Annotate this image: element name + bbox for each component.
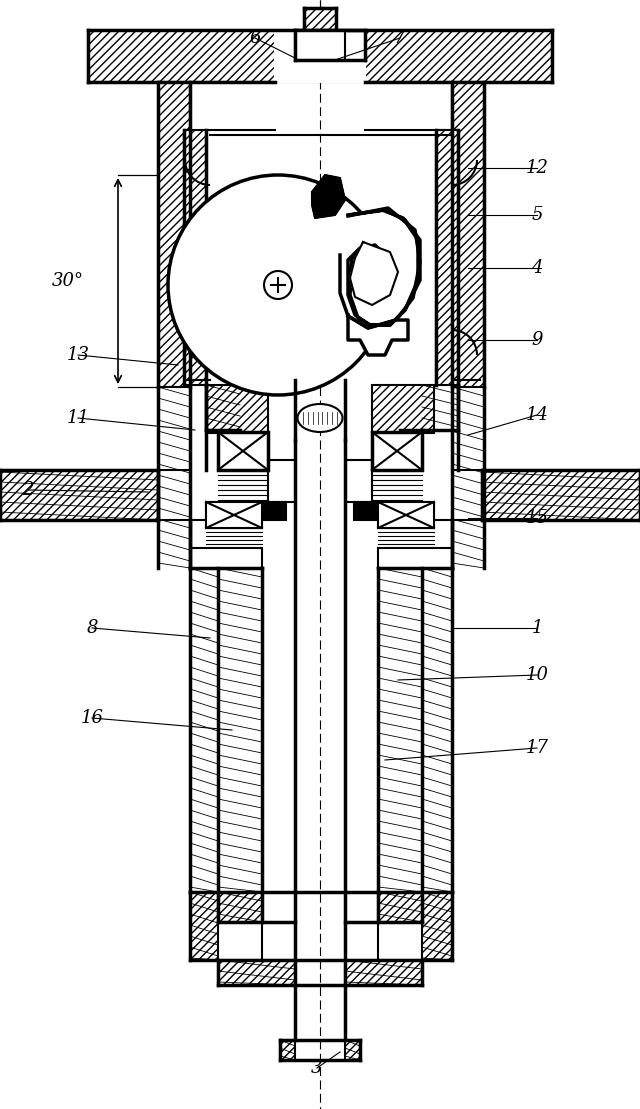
Bar <box>378 502 434 528</box>
Polygon shape <box>312 175 345 218</box>
Circle shape <box>168 175 388 395</box>
Text: 2: 2 <box>22 481 34 499</box>
Bar <box>206 502 262 528</box>
Bar <box>295 30 345 60</box>
Text: 6: 6 <box>249 29 260 47</box>
Bar <box>218 433 268 470</box>
Bar <box>280 1040 295 1060</box>
Bar <box>372 433 422 470</box>
Bar <box>218 892 262 922</box>
Bar <box>0 470 158 520</box>
Circle shape <box>264 271 292 299</box>
Text: 15: 15 <box>525 509 548 527</box>
Text: 3: 3 <box>311 1059 323 1077</box>
Text: 10: 10 <box>525 667 548 684</box>
Text: 30°: 30° <box>52 272 84 289</box>
Bar <box>88 30 320 82</box>
Bar <box>345 960 422 985</box>
Polygon shape <box>348 210 420 325</box>
Bar <box>354 502 434 520</box>
Bar <box>206 385 268 433</box>
Text: 4: 4 <box>531 260 543 277</box>
Bar <box>345 1040 360 1060</box>
Text: 7: 7 <box>394 29 406 47</box>
Bar <box>320 30 552 82</box>
Text: 11: 11 <box>67 409 90 427</box>
Ellipse shape <box>298 404 342 433</box>
Text: 9: 9 <box>531 330 543 349</box>
Polygon shape <box>350 242 398 305</box>
Bar <box>304 8 336 38</box>
Bar <box>436 130 458 385</box>
Text: 8: 8 <box>86 619 98 637</box>
Bar <box>275 30 365 82</box>
Polygon shape <box>340 208 420 328</box>
Bar <box>184 130 206 385</box>
Bar <box>158 82 190 387</box>
Bar <box>378 892 422 922</box>
Text: 16: 16 <box>81 709 104 728</box>
Text: 5: 5 <box>531 206 543 224</box>
Text: 14: 14 <box>525 406 548 424</box>
Bar <box>372 385 434 433</box>
Bar <box>190 892 218 960</box>
Bar <box>206 502 286 520</box>
Text: 17: 17 <box>525 739 548 757</box>
Bar <box>422 892 452 960</box>
Bar <box>452 82 484 387</box>
Bar <box>345 208 425 333</box>
Polygon shape <box>348 315 408 355</box>
Text: 13: 13 <box>67 346 90 364</box>
Text: 1: 1 <box>531 619 543 637</box>
Bar <box>482 470 640 520</box>
Text: 12: 12 <box>525 159 548 177</box>
Bar <box>218 960 295 985</box>
